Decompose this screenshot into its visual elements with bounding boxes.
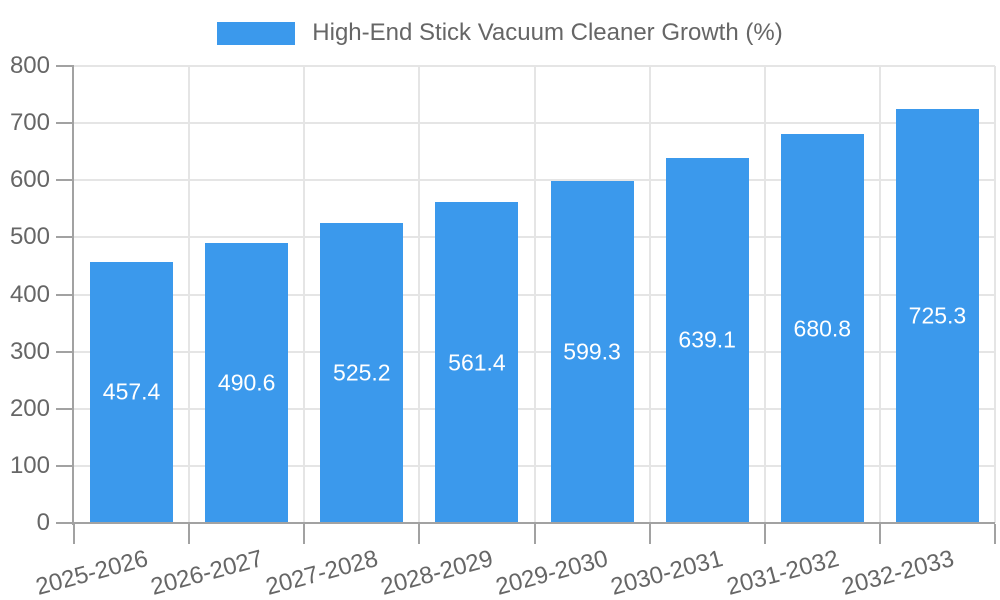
legend-label: High-End Stick Vacuum Cleaner Growth (%) xyxy=(312,19,783,46)
gridline-vertical xyxy=(188,66,191,523)
x-axis-tick xyxy=(648,524,651,544)
y-axis-tick-label: 600 xyxy=(9,166,50,194)
y-axis-tick xyxy=(56,179,74,182)
gridline-vertical xyxy=(303,66,306,523)
x-axis-tick-label: 2025-2026 xyxy=(32,545,151,600)
y-axis-tick-label: 100 xyxy=(9,451,50,479)
x-axis-tick xyxy=(418,524,421,544)
y-axis-tick xyxy=(56,350,74,353)
bar-value-label: 680.8 xyxy=(793,315,852,342)
y-axis-line xyxy=(72,66,74,525)
y-axis-tick xyxy=(56,407,74,410)
y-axis-tick xyxy=(56,122,74,125)
x-axis-tick-label: 2026-2027 xyxy=(147,545,266,600)
x-axis-tick-label: 2031-2032 xyxy=(723,545,842,600)
chart-legend: High-End Stick Vacuum Cleaner Growth (%) xyxy=(0,19,1000,47)
x-axis-tick xyxy=(878,524,881,544)
legend-color-swatch xyxy=(217,21,296,45)
bar: 725.3 xyxy=(895,108,979,523)
y-axis-tick-label: 400 xyxy=(9,280,50,308)
y-axis-tick-label: 800 xyxy=(9,52,50,79)
y-axis-tick xyxy=(56,522,74,524)
bar: 599.3 xyxy=(550,180,634,523)
y-axis-tick-label: 500 xyxy=(9,223,50,251)
y-axis-tick-label: 0 xyxy=(36,509,50,536)
bar: 639.1 xyxy=(665,157,749,523)
x-axis-tick-label: 2030-2031 xyxy=(608,545,727,600)
x-axis-tick-label: 2028-2029 xyxy=(378,545,496,600)
x-axis-tick-label: 2029-2030 xyxy=(493,545,612,600)
bar-value-label: 725.3 xyxy=(908,302,967,329)
y-axis-tick xyxy=(56,236,74,239)
x-axis-tick xyxy=(763,524,766,544)
x-axis-tick xyxy=(73,524,75,544)
gridline-vertical xyxy=(418,66,421,523)
x-axis-tick-label: 2027-2028 xyxy=(262,545,381,600)
x-axis-tick xyxy=(994,524,996,544)
gridline-vertical xyxy=(763,66,766,523)
y-axis-tick xyxy=(56,464,74,467)
x-axis-line xyxy=(72,522,995,524)
y-axis-tick xyxy=(56,65,74,67)
y-axis-tick-label: 300 xyxy=(9,337,50,365)
bar: 457.4 xyxy=(90,261,174,523)
bar: 680.8 xyxy=(780,134,864,523)
bar: 561.4 xyxy=(435,202,519,523)
bar: 525.2 xyxy=(320,222,404,523)
bar-value-label: 561.4 xyxy=(448,349,506,376)
gridline-vertical xyxy=(994,66,996,523)
x-axis-tick-label: 2032-2033 xyxy=(838,545,957,600)
y-axis-tick xyxy=(56,293,74,296)
bar-value-label: 525.2 xyxy=(333,359,391,386)
x-axis-tick xyxy=(188,524,191,544)
x-axis-tick xyxy=(303,524,306,544)
legend-item[interactable]: High-End Stick Vacuum Cleaner Growth (%) xyxy=(217,19,783,47)
x-axis-tick xyxy=(533,524,536,544)
bar-value-label: 457.4 xyxy=(102,378,161,405)
y-axis-tick-label: 700 xyxy=(9,109,50,137)
bar-value-label: 599.3 xyxy=(563,338,621,365)
gridline-vertical xyxy=(648,66,651,523)
bar-value-label: 639.1 xyxy=(678,326,736,353)
gridline-vertical xyxy=(533,66,536,523)
y-axis-tick-label: 200 xyxy=(9,394,50,422)
gridline-vertical xyxy=(878,66,881,523)
bar-value-label: 490.6 xyxy=(217,369,276,396)
bar: 490.6 xyxy=(205,242,289,523)
